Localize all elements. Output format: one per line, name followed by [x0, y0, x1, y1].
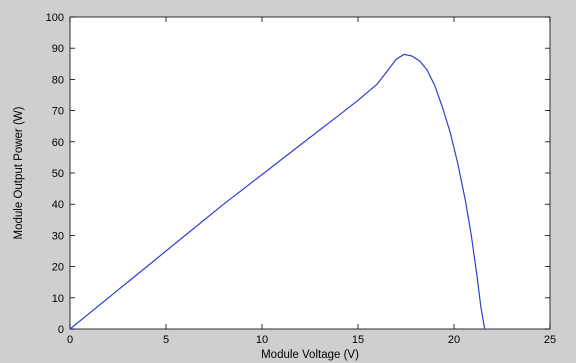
plot-area	[69, 16, 551, 330]
x-tick-label: 0	[67, 334, 73, 346]
y-tick-label: 10	[52, 293, 64, 305]
y-tick-label: 50	[52, 168, 64, 180]
x-tick-label: 20	[448, 334, 460, 346]
y-tick-label: 100	[46, 12, 64, 24]
y-tick-label: 40	[52, 199, 64, 211]
series-layer	[69, 53, 486, 330]
y-tick-label: 70	[52, 106, 64, 118]
y-axis-label: Module Output Power (W)	[13, 106, 25, 239]
y-tick-label: 60	[52, 137, 64, 149]
ticks-layer: 0 5 10 15 20 25 0 10 20 30 40 50 60 70 80 90 100	[46, 12, 556, 346]
y-tick-label: 30	[52, 230, 64, 242]
y-tick-label: 80	[52, 74, 64, 86]
x-tick-label: 15	[352, 334, 364, 346]
series-line-0	[69, 53, 486, 330]
y-tick-label: 0	[58, 324, 64, 336]
x-axis-label: Module Voltage (V)	[261, 349, 359, 361]
x-tick-label: 25	[544, 334, 556, 346]
y-tick-label: 20	[52, 262, 64, 274]
x-tick-label: 5	[163, 334, 169, 346]
x-tick-label: 10	[256, 334, 268, 346]
y-tick-label: 90	[52, 43, 64, 55]
